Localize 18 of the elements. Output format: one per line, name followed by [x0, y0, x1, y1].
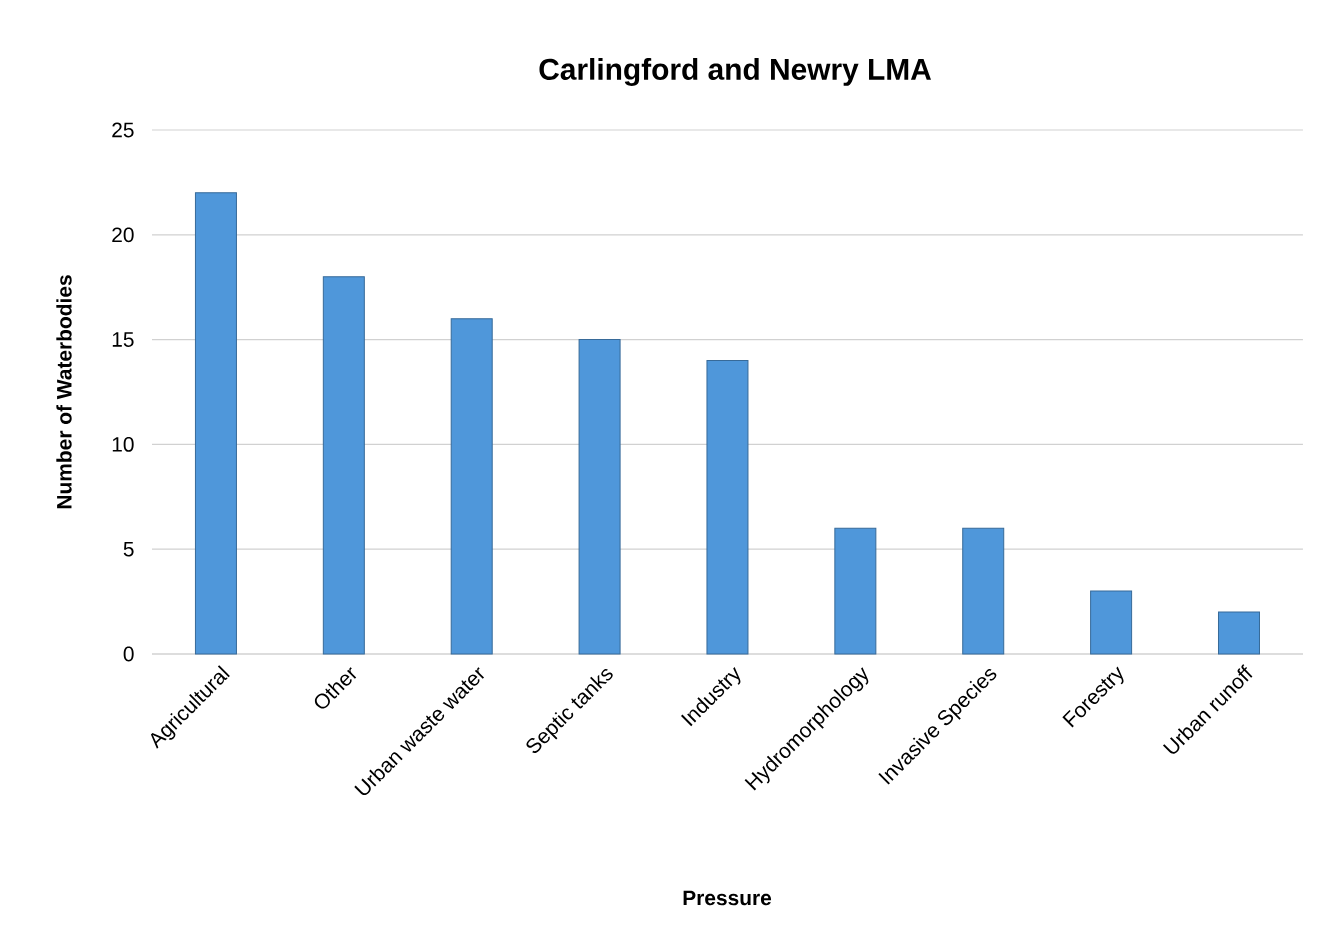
y-tick-label: 15	[112, 332, 134, 347]
bar	[578, 339, 621, 655]
bar	[962, 527, 1005, 655]
bar	[322, 276, 365, 655]
bar	[706, 360, 749, 655]
bar	[1090, 590, 1133, 655]
y-tick-label: 20	[112, 227, 134, 243]
y-tick-label: 5	[123, 541, 134, 557]
chart-title: Carlingford and Newry LMA	[539, 58, 931, 86]
y-tick-label: 0	[123, 646, 134, 662]
x-axis-title: Pressure	[683, 890, 772, 906]
bar	[450, 318, 493, 655]
y-tick-label: 25	[112, 122, 134, 138]
bar	[834, 527, 877, 655]
y-tick-label: 10	[112, 436, 134, 452]
bar	[1217, 611, 1260, 655]
y-axis-title: Number of Waterbodies	[56, 275, 72, 509]
bar	[194, 192, 237, 655]
